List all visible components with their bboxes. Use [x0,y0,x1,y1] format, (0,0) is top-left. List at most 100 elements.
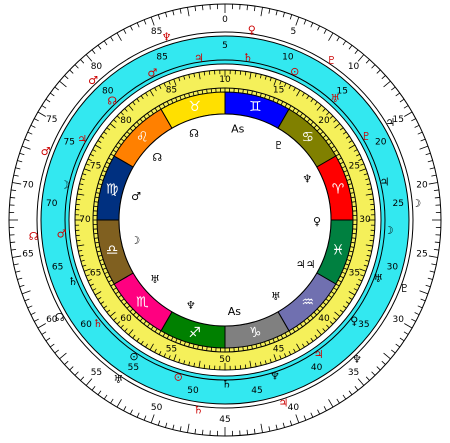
tick-mark [103,40,108,46]
tick-mark [264,341,267,346]
planet-glyph: ♃ [278,396,288,409]
tick-mark [112,287,117,291]
tick-mark [187,7,190,17]
tick-mark [117,294,122,298]
tick-mark [166,101,170,106]
tick-mark [175,97,178,102]
tick-mark [345,263,350,266]
sign-glyph: ♑ [249,325,262,341]
tick-mark [132,101,136,106]
planet-glyph: ♄ [243,51,253,64]
tick-mark [268,8,271,14]
tick-mark [333,119,337,123]
tick-mark [336,398,340,404]
tick-mark [203,71,206,76]
tick-mark [30,124,36,128]
planet-glyph: ♂ [131,190,141,203]
tick-mark [173,78,177,86]
sign-glyph: ♌ [136,129,149,145]
tick-mark [342,394,347,400]
tick-mark [83,268,91,272]
tick-mark [158,105,162,110]
degree-label: 55 [166,344,177,354]
tick-mark [109,123,116,129]
tick-mark [295,414,300,424]
tick-mark [37,111,46,117]
tick-mark [117,142,122,146]
tick-mark [431,263,437,266]
planet-glyph: ☊ [107,94,117,107]
tick-mark [339,127,344,131]
tick-mark [129,308,134,312]
tick-mark [87,279,92,282]
tick-mark [136,314,140,319]
degree-label: 30 [392,315,404,325]
tick-mark [136,22,140,28]
degree-label: 75 [90,161,101,171]
tick-mark [310,314,314,319]
tick-mark [254,362,257,367]
tick-mark [273,354,277,362]
sign-glyph: ♐ [188,325,201,341]
tick-mark [272,338,275,343]
tick-mark [316,128,321,132]
tick-mark [188,361,191,366]
tick-mark [91,386,96,391]
tick-mark [333,317,337,321]
tick-mark [343,170,348,173]
tick-mark [325,138,330,142]
tick-mark [77,244,85,247]
tick-mark [404,323,413,329]
tick-mark [128,329,134,336]
tick-mark [296,89,301,97]
tick-mark [192,344,195,349]
tick-mark [403,331,409,335]
tick-mark [365,59,370,64]
tick-mark [351,201,356,203]
planet-glyph: ♇ [361,130,371,143]
tick-mark [306,340,310,345]
tick-mark [329,321,334,325]
tick-mark [348,140,353,143]
tick-mark [354,49,359,54]
planet-glyph: ♃ [314,348,324,361]
tick-mark [91,49,96,54]
tick-mark [85,274,90,277]
tick-mark [341,165,346,169]
tick-mark [322,134,327,139]
tick-mark [108,157,113,161]
tick-mark [170,336,174,341]
degree-label: 60 [46,315,58,325]
tick-mark [123,406,127,411]
tick-mark [367,249,372,252]
tick-mark [425,152,431,156]
degree-label: 15 [336,86,347,96]
tick-mark [69,366,74,371]
tick-mark [376,69,381,74]
tick-mark [431,174,437,177]
tick-mark [335,283,340,287]
tick-mark [97,390,102,395]
tick-mark [172,424,175,430]
tick-mark [347,254,352,257]
outer-ring-inner-edge [36,31,414,409]
tick-mark [85,54,93,62]
tick-mark [100,135,105,139]
tick-mark [273,78,277,86]
degree-label: 50 [151,403,163,413]
tick-mark [150,110,154,115]
tick-mark [193,73,196,78]
tick-mark [334,123,341,129]
tick-mark [313,124,317,129]
tick-mark [149,89,154,97]
tick-mark [112,149,117,153]
tick-mark [359,168,367,172]
tick-mark [299,323,303,328]
tick-mark [356,153,360,157]
tick-mark [293,87,296,92]
tick-mark [27,131,33,135]
tick-mark [133,311,137,316]
tick-mark [310,98,314,103]
tick-mark [303,320,307,325]
tick-mark [417,131,423,135]
